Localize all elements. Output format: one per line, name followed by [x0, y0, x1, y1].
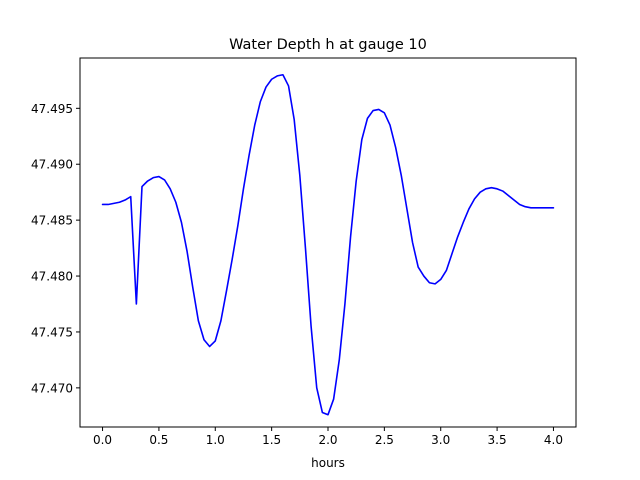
- y-tick-label: 47.490: [31, 158, 73, 172]
- x-tick-label: 1.5: [262, 433, 281, 447]
- chart-title: Water Depth h at gauge 10: [229, 37, 427, 53]
- x-tick-label: 0.0: [93, 433, 112, 447]
- y-tick-label: 47.495: [31, 102, 73, 116]
- x-tick-label: 3.5: [488, 433, 507, 447]
- x-axis: 0.0 0.5 1.0 1.5 2.0 2.5 3.0 3.5 4.0: [93, 427, 563, 447]
- y-tick-label: 47.475: [31, 325, 73, 339]
- x-tick-label: 4.0: [544, 433, 563, 447]
- x-axis-label: hours: [311, 456, 345, 470]
- x-tick-label: 2.0: [318, 433, 337, 447]
- x-tick-label: 0.5: [149, 433, 168, 447]
- x-tick-label: 2.5: [375, 433, 394, 447]
- x-tick-label: 3.0: [431, 433, 450, 447]
- y-tick-label: 47.470: [31, 381, 73, 395]
- y-axis: 47.470 47.475 47.480 47.485 47.490 47.495: [31, 102, 80, 395]
- y-tick-label: 47.480: [31, 270, 73, 284]
- series-line-0: [101, 73, 555, 416]
- x-tick-label: 1.0: [206, 433, 225, 447]
- y-tick-label: 47.485: [31, 214, 73, 228]
- series-layer: [101, 73, 555, 416]
